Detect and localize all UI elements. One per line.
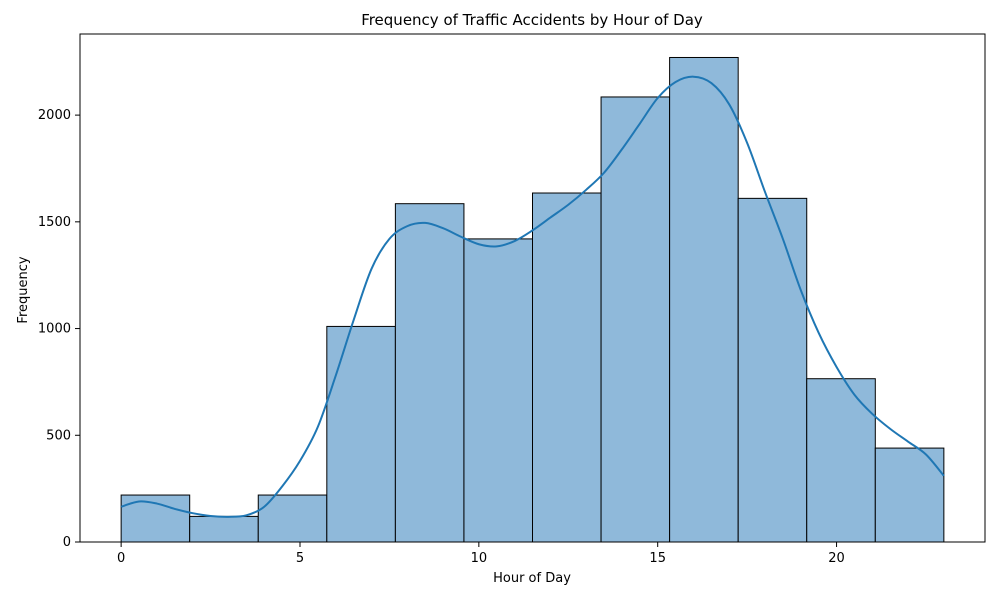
- chart-title: Frequency of Traffic Accidents by Hour o…: [361, 11, 703, 29]
- plot-frame: [79, 33, 986, 543]
- kde-curve: [120, 75, 945, 518]
- histogram-bar: [737, 197, 808, 543]
- y-tick-label: 1500: [38, 215, 71, 230]
- bars-group: [120, 56, 945, 543]
- x-tick-label: 10: [471, 551, 488, 566]
- x-axis-label: Hour of Day: [493, 571, 571, 586]
- y-tick-label: 1000: [38, 322, 71, 337]
- x-tick-label: 15: [649, 551, 666, 566]
- histogram-bar: [874, 447, 945, 543]
- y-tick-label: 2000: [38, 108, 71, 123]
- histogram-bar: [669, 56, 739, 543]
- histogram-bar: [189, 515, 259, 543]
- histogram-bar: [120, 494, 191, 543]
- histogram-bar: [394, 203, 465, 543]
- histogram-bar: [532, 192, 602, 543]
- x-tick-label: 0: [117, 551, 125, 566]
- x-tick-label: 5: [296, 551, 304, 566]
- histogram-bar: [600, 96, 671, 543]
- histogram-bar: [463, 238, 533, 543]
- x-axis-ticks: 0 5 10 15 20: [117, 542, 845, 566]
- y-tick-label: 0: [63, 535, 71, 550]
- histogram-bar: [326, 325, 396, 543]
- x-tick-label: 20: [828, 551, 845, 566]
- y-axis-ticks: 0 500 1000 1500 2000: [38, 108, 80, 550]
- y-tick-label: 500: [46, 428, 71, 443]
- histogram-bar: [806, 378, 876, 543]
- y-axis-label: Frequency: [16, 256, 31, 323]
